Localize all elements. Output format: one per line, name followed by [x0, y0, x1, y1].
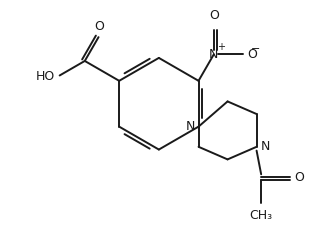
- Text: HO: HO: [36, 70, 55, 84]
- Text: O: O: [94, 20, 104, 33]
- Text: O: O: [247, 48, 257, 61]
- Text: O: O: [294, 171, 304, 184]
- Text: +: +: [217, 43, 225, 53]
- Text: O: O: [209, 9, 219, 22]
- Text: CH₃: CH₃: [250, 209, 273, 223]
- Text: N: N: [186, 120, 195, 133]
- Text: N: N: [209, 48, 218, 61]
- Text: −: −: [251, 44, 260, 54]
- Text: N: N: [261, 140, 270, 153]
